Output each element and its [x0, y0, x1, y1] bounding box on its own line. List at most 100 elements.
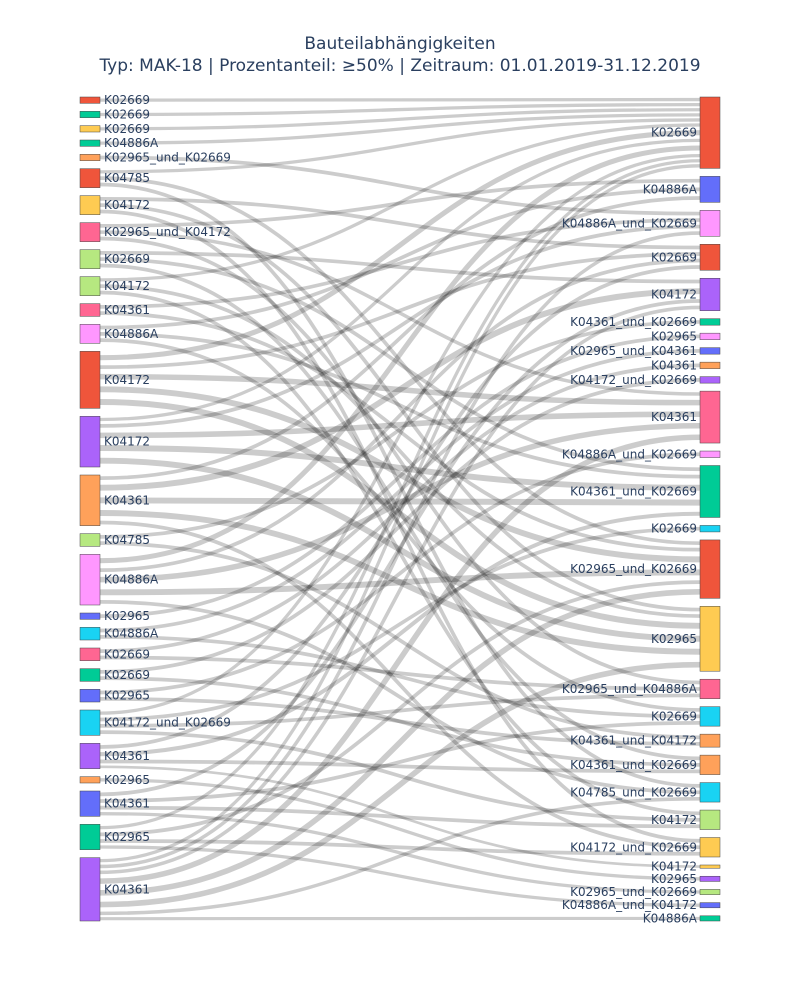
source-node[interactable] [79, 351, 101, 409]
sankey-link [99, 108, 701, 131]
sankey-link [99, 634, 701, 719]
source-node[interactable] [79, 790, 101, 817]
source-node[interactable] [79, 474, 101, 526]
source-node[interactable] [79, 554, 101, 606]
source-node[interactable] [79, 668, 101, 682]
chart-subtitle: Typ: MAK-18 | Prozentanteil: ≥50% | Zeit… [99, 56, 701, 76]
sankey-link [99, 164, 701, 863]
target-node-label: K04361_und_K04172 [570, 734, 697, 748]
source-node[interactable] [79, 857, 101, 922]
target-node[interactable] [699, 176, 721, 203]
source-node[interactable] [79, 249, 101, 269]
source-node[interactable] [79, 647, 101, 661]
sankey-link [99, 445, 701, 491]
sankey-link [99, 284, 701, 618]
target-node[interactable] [699, 210, 721, 237]
target-node[interactable] [699, 889, 721, 895]
source-node[interactable] [79, 533, 101, 547]
target-node[interactable] [699, 915, 721, 922]
target-node-label: K04886A_und_K02669 [562, 216, 697, 230]
source-node[interactable] [79, 416, 101, 468]
source-node[interactable] [79, 824, 101, 850]
sankey-link [99, 257, 701, 472]
target-node[interactable] [699, 361, 721, 369]
source-node[interactable] [79, 743, 101, 769]
source-node-label: K02965 [104, 609, 150, 623]
source-node[interactable] [79, 96, 101, 104]
target-node-label: K04361_und_K02669 [570, 315, 697, 329]
sankey-link [99, 434, 701, 884]
target-node[interactable] [699, 450, 721, 458]
sankey-link [99, 118, 701, 174]
target-node[interactable] [699, 318, 721, 326]
target-node[interactable] [699, 347, 721, 355]
source-node-label: K04886A [104, 327, 159, 341]
source-node-label: K04361 [104, 493, 150, 507]
source-node-label: K04886A [104, 573, 159, 587]
target-node[interactable] [699, 465, 721, 518]
target-node[interactable] [699, 754, 721, 775]
sankey-link [99, 159, 701, 830]
source-node[interactable] [79, 612, 101, 620]
source-node[interactable] [79, 222, 101, 242]
target-node[interactable] [699, 539, 721, 599]
source-node[interactable] [79, 125, 101, 133]
source-node[interactable] [79, 627, 101, 641]
sankey-link [99, 250, 701, 284]
target-node-label: K04172_und_K02669 [570, 373, 697, 387]
sankey-link [99, 230, 701, 396]
source-node[interactable] [79, 776, 101, 784]
target-node[interactable] [699, 332, 721, 340]
target-node-label: K04172 [651, 860, 697, 874]
target-node[interactable] [699, 706, 721, 727]
target-node[interactable] [699, 733, 721, 748]
target-node[interactable] [699, 902, 721, 909]
sankey-link [99, 797, 701, 916]
sankey-link [99, 299, 701, 797]
target-node[interactable] [699, 277, 721, 311]
target-node[interactable] [699, 809, 721, 830]
target-node[interactable] [699, 875, 721, 882]
chart-title: Bauteilabhängigkeiten [304, 34, 496, 54]
source-node[interactable] [79, 111, 101, 118]
source-node[interactable] [79, 168, 101, 188]
target-node[interactable] [699, 244, 721, 271]
target-node[interactable] [699, 837, 721, 858]
sankey-link [99, 263, 701, 761]
source-node-label: K04361 [104, 882, 150, 896]
target-node[interactable] [699, 606, 721, 672]
target-node[interactable] [699, 864, 721, 869]
source-node[interactable] [79, 195, 101, 215]
target-node-label: K02965 [651, 872, 697, 886]
target-node[interactable] [699, 376, 721, 384]
source-node[interactable] [79, 709, 101, 736]
sankey-link [99, 510, 701, 655]
source-node[interactable] [79, 303, 101, 317]
sankey-link [99, 386, 701, 563]
source-node-label: K02669 [104, 252, 150, 266]
source-node[interactable] [79, 154, 101, 161]
target-node[interactable] [699, 782, 721, 803]
target-node-label: K02669 [651, 250, 697, 264]
source-node[interactable] [79, 276, 101, 296]
sankey-link [99, 805, 701, 829]
sankey-link [99, 845, 701, 907]
target-node[interactable] [699, 390, 721, 444]
sankey-link [99, 182, 701, 788]
sankey-link [99, 778, 701, 881]
target-node[interactable] [699, 96, 721, 169]
source-node[interactable] [79, 689, 101, 703]
sankey-link [99, 178, 701, 228]
source-node[interactable] [79, 139, 101, 147]
target-node-label: K04172 [651, 813, 697, 827]
source-node-label: K04172 [104, 373, 150, 387]
sankey-link [99, 187, 701, 330]
source-node[interactable] [79, 324, 101, 344]
sankey-link [99, 676, 701, 767]
target-node[interactable] [699, 525, 721, 533]
target-node[interactable] [699, 678, 721, 699]
sankey-link [99, 541, 701, 740]
source-node-label: K04361 [104, 797, 150, 811]
source-node-label: K02669 [104, 93, 150, 107]
